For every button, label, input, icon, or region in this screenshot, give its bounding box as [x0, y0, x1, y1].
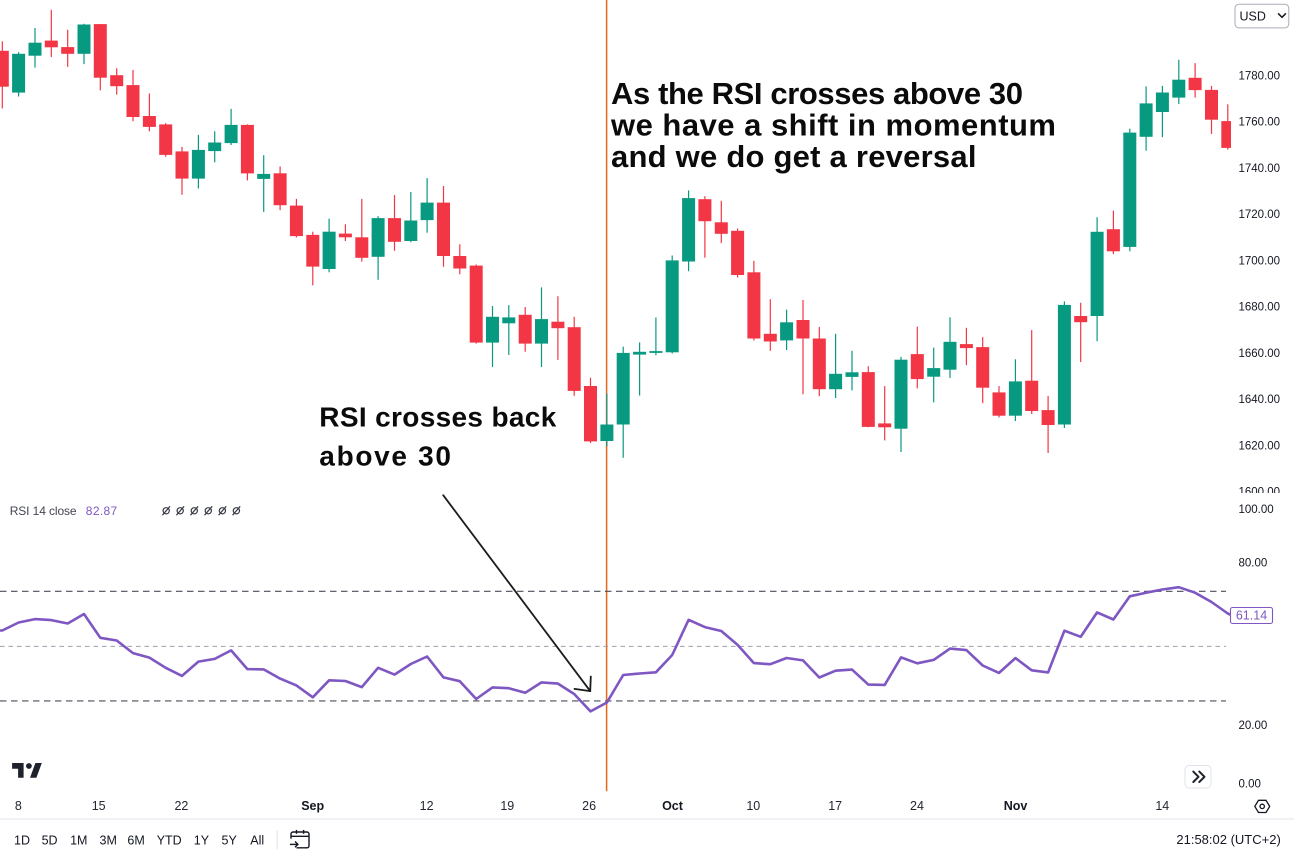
svg-text:1D: 1D	[14, 833, 30, 847]
svg-text:17: 17	[828, 799, 842, 813]
svg-text:19: 19	[500, 799, 514, 813]
svg-text:1740.00: 1740.00	[1239, 163, 1281, 175]
svg-text:above 30: above 30	[319, 440, 451, 471]
svg-text:14: 14	[1155, 799, 1169, 813]
svg-text:As the RSI crosses above 30: As the RSI crosses above 30	[611, 76, 1023, 111]
svg-text:15: 15	[92, 799, 106, 813]
svg-text:Oct: Oct	[662, 799, 684, 813]
svg-text:61.14: 61.14	[1236, 609, 1267, 623]
svg-text:1660.00: 1660.00	[1239, 348, 1281, 360]
svg-text:24: 24	[910, 799, 924, 813]
svg-text:1600.00: 1600.00	[1239, 487, 1281, 499]
svg-text:1760.00: 1760.00	[1239, 117, 1281, 129]
svg-text:22: 22	[174, 799, 188, 813]
svg-text:6M: 6M	[127, 833, 144, 847]
svg-text:1780.00: 1780.00	[1239, 70, 1281, 82]
svg-text:8: 8	[15, 799, 22, 813]
svg-text:82.87: 82.87	[86, 504, 118, 518]
svg-text:80.00: 80.00	[1239, 558, 1268, 570]
svg-text:10: 10	[746, 799, 760, 813]
svg-text:20.00: 20.00	[1239, 720, 1268, 732]
svg-text:1Y: 1Y	[194, 833, 210, 847]
svg-text:Sep: Sep	[301, 799, 324, 813]
svg-text:3M: 3M	[100, 833, 117, 847]
svg-text:26: 26	[582, 799, 596, 813]
svg-text:YTD: YTD	[157, 833, 182, 847]
svg-text:1620.00: 1620.00	[1239, 441, 1281, 453]
svg-text:21:58:02 (UTC+2): 21:58:02 (UTC+2)	[1176, 832, 1280, 847]
svg-text:5D: 5D	[42, 833, 58, 847]
svg-text:1M: 1M	[70, 833, 87, 847]
svg-text:1680.00: 1680.00	[1239, 302, 1281, 314]
svg-text:we have a shift in momentum: we have a shift in momentum	[610, 108, 1056, 143]
svg-text:RSI crosses back: RSI crosses back	[319, 402, 556, 433]
svg-text:12: 12	[420, 799, 434, 813]
svg-text:USD: USD	[1240, 9, 1266, 23]
svg-text:Nov: Nov	[1004, 799, 1028, 813]
svg-text:100.00: 100.00	[1239, 504, 1274, 516]
svg-text:All: All	[250, 833, 264, 847]
svg-text:0.00: 0.00	[1239, 779, 1261, 791]
svg-text:RSI 14 close: RSI 14 close	[10, 504, 77, 518]
svg-text:5Y: 5Y	[222, 833, 238, 847]
svg-text:1700.00: 1700.00	[1239, 255, 1281, 267]
svg-text:1720.00: 1720.00	[1239, 209, 1281, 221]
svg-text:1640.00: 1640.00	[1239, 394, 1281, 406]
svg-text:and we do get a reversal: and we do get a reversal	[611, 139, 977, 174]
